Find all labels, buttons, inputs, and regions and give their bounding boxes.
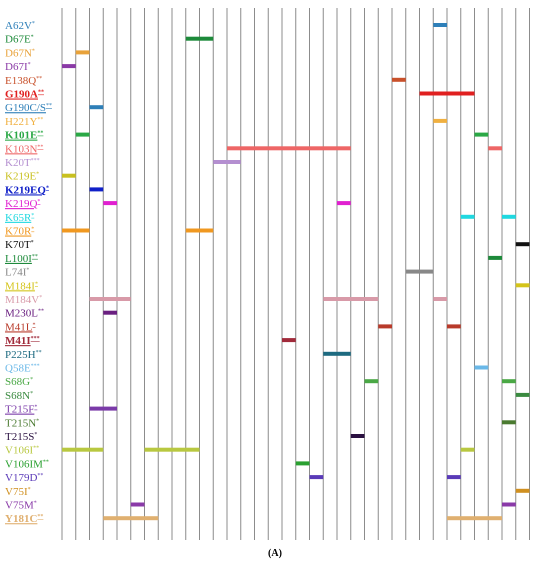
bar-y181c-2 bbox=[447, 516, 502, 521]
bar-p225h-1 bbox=[323, 351, 351, 356]
bar-v106i-3 bbox=[460, 447, 475, 452]
panel-caption: (A) bbox=[268, 548, 282, 559]
bar-k103n-1 bbox=[227, 146, 351, 151]
label-v75m: V75M* bbox=[5, 500, 37, 512]
label-k70t: K70T* bbox=[5, 239, 34, 251]
label-g190c-s: G190C/S** bbox=[5, 102, 52, 114]
label-k103n: K103N** bbox=[5, 143, 43, 155]
label-v106im: V106IM** bbox=[5, 458, 49, 470]
bar-m41l-2 bbox=[447, 324, 461, 329]
bar-g190a-1 bbox=[419, 91, 475, 96]
bar-k101e-2 bbox=[474, 132, 489, 137]
bar-v106i-1 bbox=[62, 447, 104, 452]
mutation-labels: A62V* D67E*D67N* D67I* E138Q** G190A**G190C/… bbox=[5, 20, 52, 525]
bar-y181c-1 bbox=[103, 516, 159, 521]
bar-k20t-1 bbox=[213, 160, 241, 164]
label-t215f: T215F* bbox=[5, 404, 37, 416]
bar-v106i-2 bbox=[144, 447, 200, 452]
bar-k101e-1 bbox=[75, 132, 90, 137]
bar-t215n-1 bbox=[502, 420, 516, 425]
bar-g190c-s-1 bbox=[89, 105, 104, 110]
label-t215s: T215S* bbox=[5, 431, 37, 443]
label-k219eq: K219EQ* bbox=[5, 184, 49, 196]
label-m184v: M184V* bbox=[5, 294, 42, 306]
bar-m184i-1 bbox=[515, 283, 530, 288]
bar-k70r-2 bbox=[185, 228, 214, 233]
label-g190a: G190A** bbox=[5, 89, 44, 101]
bar-d67n-1 bbox=[75, 50, 90, 55]
label-m41i: M41I*** bbox=[5, 335, 40, 347]
column-gridlines bbox=[61, 8, 530, 540]
label-d67e: D67E* bbox=[5, 34, 34, 46]
bar-m184v-3 bbox=[433, 297, 447, 301]
label-k20t: K20T*** bbox=[5, 157, 40, 169]
bar-k65r-1 bbox=[460, 214, 475, 219]
bar-d67i-1 bbox=[62, 64, 76, 69]
bar-k103n-2 bbox=[488, 146, 502, 151]
label-k219e: K219E* bbox=[5, 171, 39, 183]
bar-a62v-1 bbox=[433, 23, 447, 27]
bar-k65r-2 bbox=[502, 214, 516, 219]
bar-t215s-1 bbox=[350, 434, 365, 438]
bar-k219q-1 bbox=[103, 201, 117, 206]
bar-k70t-1 bbox=[515, 242, 530, 247]
label-k101e: K101E** bbox=[5, 130, 43, 142]
label-p225h: P225H** bbox=[5, 349, 42, 361]
label-k70r: K70R* bbox=[5, 226, 34, 238]
bar-k70r-1 bbox=[62, 228, 90, 233]
label-t215n: T215N* bbox=[5, 417, 39, 429]
bar-q58e-1 bbox=[474, 365, 489, 370]
bar-k219eq-1 bbox=[89, 187, 104, 192]
bar-e138q-1 bbox=[392, 77, 406, 82]
label-m184i: M184I* bbox=[5, 280, 38, 292]
bar-s68g-2 bbox=[502, 379, 516, 384]
bar-l100i-1 bbox=[488, 255, 502, 260]
bar-k219q-2 bbox=[337, 201, 351, 206]
label-l74i: L74I* bbox=[5, 267, 29, 279]
bar-v75i-1 bbox=[515, 488, 530, 493]
bar-m41i-1 bbox=[282, 338, 296, 343]
bar-k219e-1 bbox=[62, 173, 76, 178]
bar-l74i-1 bbox=[405, 269, 434, 274]
bar-v106im-1 bbox=[295, 461, 310, 466]
label-q58e: Q58E*** bbox=[5, 363, 40, 375]
bar-m41l-1 bbox=[378, 324, 392, 329]
label-s68g: S68G* bbox=[5, 376, 33, 388]
bar-v179d-1 bbox=[309, 475, 324, 480]
label-h221y: H221Y** bbox=[5, 116, 43, 128]
bar-m184v-2 bbox=[323, 297, 379, 301]
mutation-bars bbox=[62, 23, 530, 521]
label-v179d: V179D** bbox=[5, 472, 43, 484]
label-d67n: D67N* bbox=[5, 47, 35, 59]
label-v75i: V75I* bbox=[5, 486, 31, 498]
label-m41l: M41L* bbox=[5, 321, 36, 333]
label-k219q: K219Q* bbox=[5, 198, 40, 210]
label-d67i: D67I* bbox=[5, 61, 31, 73]
label-l100i: L100I** bbox=[5, 253, 38, 265]
bar-m230l-1 bbox=[103, 310, 117, 315]
label-a62v: A62V* bbox=[5, 20, 35, 32]
bar-s68g-1 bbox=[364, 379, 379, 384]
label-e138q: E138Q** bbox=[5, 75, 42, 87]
bar-t215f-1 bbox=[89, 406, 117, 411]
bar-h221y-1 bbox=[433, 118, 447, 123]
label-v106i: V106I** bbox=[5, 445, 39, 457]
label-m230l: M230L** bbox=[5, 308, 44, 320]
bar-m184v-1 bbox=[89, 297, 131, 301]
bar-d67e-1 bbox=[185, 36, 214, 41]
bar-v179d-2 bbox=[447, 475, 461, 480]
bar-s68n-1 bbox=[515, 392, 530, 397]
bar-v75m-2 bbox=[502, 502, 516, 507]
label-y181c: Y181C** bbox=[5, 513, 43, 525]
label-k65r: K65R* bbox=[5, 212, 34, 224]
bar-v75m-1 bbox=[130, 502, 145, 507]
label-s68n: S68N* bbox=[5, 390, 33, 402]
